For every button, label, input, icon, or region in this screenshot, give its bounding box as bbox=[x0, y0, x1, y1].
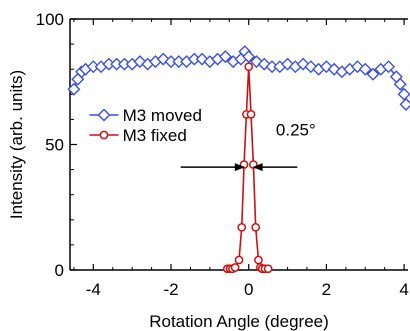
data-point bbox=[246, 110, 256, 119]
data-point bbox=[263, 264, 273, 274]
data-point bbox=[244, 62, 254, 72]
x-tick-label: 2 bbox=[322, 280, 331, 299]
data-point bbox=[251, 222, 261, 232]
data-point bbox=[366, 67, 380, 81]
data-point bbox=[237, 222, 247, 232]
data-point bbox=[195, 52, 209, 66]
data-point bbox=[230, 263, 240, 272]
y-tick-label: 100 bbox=[36, 10, 64, 29]
y-tick-label: 0 bbox=[55, 261, 64, 280]
plot-frame: -4 -2 0 2 4 0 50 100 bbox=[36, 10, 409, 299]
data-point bbox=[156, 52, 170, 66]
fwhm-annotation-label: 0.25° bbox=[276, 121, 316, 140]
legend-marker bbox=[97, 108, 111, 122]
series-m3-moved bbox=[67, 45, 410, 111]
data-point bbox=[399, 97, 410, 111]
data-point bbox=[382, 60, 396, 74]
x-tick-label: -4 bbox=[86, 280, 101, 299]
data-point bbox=[393, 77, 407, 91]
y-tick-label: 50 bbox=[45, 136, 64, 155]
x-tick-label: 0 bbox=[244, 280, 253, 299]
legend-marker bbox=[99, 130, 109, 140]
data-point bbox=[218, 50, 232, 64]
data-point bbox=[242, 50, 256, 64]
data-point bbox=[358, 62, 372, 76]
x-axis-label: Rotation Angle (degree) bbox=[149, 312, 329, 331]
x-tick-label: 4 bbox=[399, 280, 408, 299]
data-point bbox=[67, 82, 81, 96]
annotation-layer: 0.25° bbox=[180, 121, 316, 172]
data-point bbox=[254, 255, 263, 265]
x-tick-label: -2 bbox=[163, 280, 178, 299]
data-point bbox=[234, 255, 244, 265]
legend-label: M3 moved bbox=[123, 106, 202, 125]
legend-label: M3 fixed bbox=[123, 126, 187, 145]
series-m3-fixed bbox=[222, 62, 273, 274]
y-axis-label: Intensity (arb. units) bbox=[7, 70, 26, 219]
fwhm-arrowhead-right bbox=[252, 163, 263, 172]
fwhm-arrowhead-left bbox=[234, 163, 245, 172]
series-layer bbox=[67, 45, 410, 274]
